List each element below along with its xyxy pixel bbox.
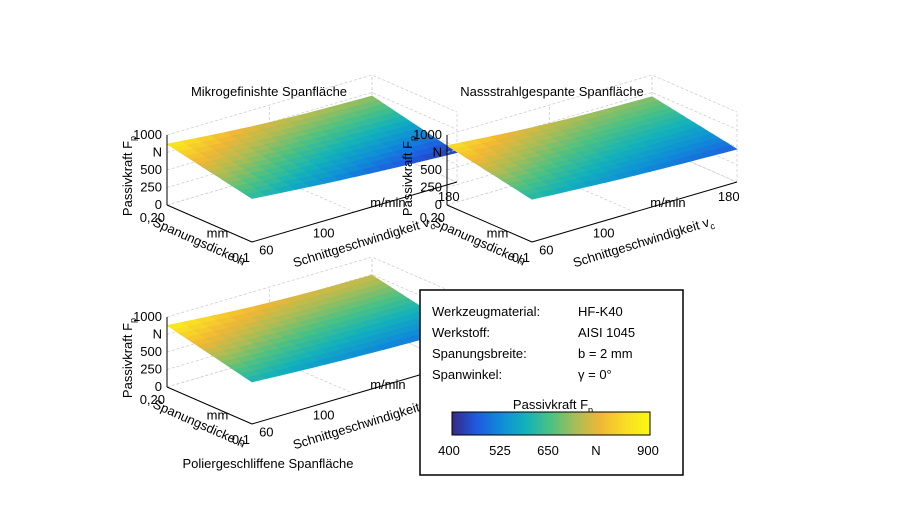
z-tick-label: 250 bbox=[140, 362, 162, 377]
colorbar-tick-label: 900 bbox=[637, 443, 659, 458]
surface-patch bbox=[715, 145, 738, 154]
vc-axis-label: Schnittgeschwindigkeit vc bbox=[291, 395, 436, 455]
z-axis-label: Passivkraft Fp bbox=[120, 136, 138, 216]
vc-tick-label: 60 bbox=[259, 242, 273, 257]
vc-axis-label: Schnittgeschwindigkeit vc bbox=[571, 213, 716, 273]
vc-axis-label-main: Schnittgeschwindigkeit v bbox=[291, 396, 431, 452]
vc-axis-line bbox=[531, 181, 738, 243]
z-tick-label: 250 bbox=[420, 180, 442, 195]
h-tick-label: 0,1 bbox=[232, 432, 250, 447]
colorbar-title-sub: p bbox=[588, 405, 593, 415]
z-axis-label-sub: p bbox=[128, 318, 138, 323]
info-box-frame bbox=[419, 289, 684, 476]
surface-mesh bbox=[166, 274, 458, 383]
z-axis-label-main: Passivkraft F bbox=[400, 141, 415, 216]
vc-tick-label: 180 bbox=[438, 189, 460, 204]
h-tick-label: 0,20 bbox=[420, 210, 445, 225]
grid-line-z bbox=[166, 74, 458, 136]
colorbar-tick-label: N bbox=[591, 443, 600, 458]
info-value: γ = 0° bbox=[578, 367, 612, 382]
z-tick-label: 0 bbox=[155, 379, 162, 394]
colorbar-tick-label: 400 bbox=[438, 443, 460, 458]
z-axis-label-main: Passivkraft F bbox=[120, 323, 135, 398]
info-value: AISI 1045 bbox=[578, 325, 635, 340]
colorbar-tick-label: 650 bbox=[537, 443, 559, 458]
grid-line-z bbox=[446, 74, 738, 136]
vc-tick-label: 60 bbox=[539, 242, 553, 257]
h-unit-label: mm bbox=[487, 226, 509, 241]
colorbar-title: Passivkraft Fp bbox=[513, 397, 593, 415]
info-label: Werkstoff: bbox=[432, 325, 490, 340]
z-tick-label: N bbox=[433, 145, 442, 160]
z-tick-label: 250 bbox=[140, 180, 162, 195]
h-axis-label: Spanungsdicke h bbox=[431, 214, 528, 268]
info-box: Werkzeugmaterial: HF-K40 Werkstoff: AISI 10… bbox=[419, 289, 684, 476]
info-value: b = 2 mm bbox=[578, 346, 633, 361]
z-tick-label: N bbox=[153, 327, 162, 342]
z-tick-label: 1000 bbox=[133, 127, 162, 142]
z-axis-label: Passivkraft Fp bbox=[120, 318, 138, 398]
z-axis-label: Passivkraft Fp bbox=[400, 136, 418, 216]
z-tick-label: 500 bbox=[420, 162, 442, 177]
plot-title-3: Poliergeschliffene Spanfläche bbox=[182, 456, 353, 471]
z-tick-label: 0 bbox=[155, 197, 162, 212]
vc-tick-label: 100 bbox=[593, 226, 615, 241]
h-unit-label: mm bbox=[207, 226, 229, 241]
h-tick-label: 0,20 bbox=[140, 392, 165, 407]
h-axis-line bbox=[166, 386, 253, 425]
z-axis-label-sub: p bbox=[408, 136, 418, 141]
h-axis-line bbox=[446, 204, 533, 243]
z-tick-label: 500 bbox=[140, 344, 162, 359]
vc-axis-label-main: Schnittgeschwindigkeit v bbox=[291, 214, 431, 270]
vc-tick-label: 60 bbox=[259, 424, 273, 439]
surface-mesh bbox=[446, 96, 738, 200]
z-axis-label-main: Passivkraft F bbox=[120, 141, 135, 216]
vc-axis-label-sub: c bbox=[709, 221, 717, 232]
vc-axis-label-sub: c bbox=[429, 221, 437, 232]
h-axis-label: Spanungsdicke h bbox=[151, 396, 248, 450]
grid-line-z bbox=[166, 256, 458, 318]
z-tick-label: 500 bbox=[140, 162, 162, 177]
colorbar-title-main: Passivkraft F bbox=[513, 397, 588, 412]
h-axis-label: Spanungsdicke h bbox=[151, 214, 248, 268]
h-tick-label: 0,20 bbox=[140, 210, 165, 225]
info-label: Spanwinkel: bbox=[432, 367, 502, 382]
vc-unit-label: m/min bbox=[370, 377, 405, 392]
z-tick-label: N bbox=[153, 145, 162, 160]
plot-title-1: Mikrogefinishte Spanfläche bbox=[191, 84, 347, 99]
info-label: Werkzeugmaterial: bbox=[432, 304, 540, 319]
h-tick-label: 0,1 bbox=[232, 250, 250, 265]
h-unit-label: mm bbox=[207, 408, 229, 423]
info-label: Spanungsbreite: bbox=[432, 346, 527, 361]
z-axis-label-sub: p bbox=[128, 136, 138, 141]
colorbar bbox=[451, 411, 651, 436]
h-tick-label: 0,1 bbox=[512, 250, 530, 265]
vc-unit-label: m/min bbox=[650, 195, 685, 210]
z-tick-label: 1000 bbox=[413, 127, 442, 142]
plot-title-2: Nassstrahlgespante Spanfläche bbox=[460, 84, 644, 99]
vc-axis-label: Schnittgeschwindigkeit vc bbox=[291, 213, 436, 273]
vc-tick-label: 180 bbox=[718, 189, 740, 204]
z-tick-label: 0 bbox=[435, 197, 442, 212]
vc-unit-label: m/min bbox=[370, 195, 405, 210]
vc-axis-line bbox=[251, 181, 458, 243]
surface-mesh bbox=[166, 95, 458, 199]
vc-tick-label: 100 bbox=[313, 226, 335, 241]
info-value: HF-K40 bbox=[578, 304, 623, 319]
z-tick-label: 1000 bbox=[133, 309, 162, 324]
vc-axis-label-main: Schnittgeschwindigkeit v bbox=[571, 214, 711, 270]
colorbar-tick-label: 525 bbox=[489, 443, 511, 458]
vc-tick-label: 100 bbox=[313, 408, 335, 423]
h-axis-line bbox=[166, 204, 253, 243]
